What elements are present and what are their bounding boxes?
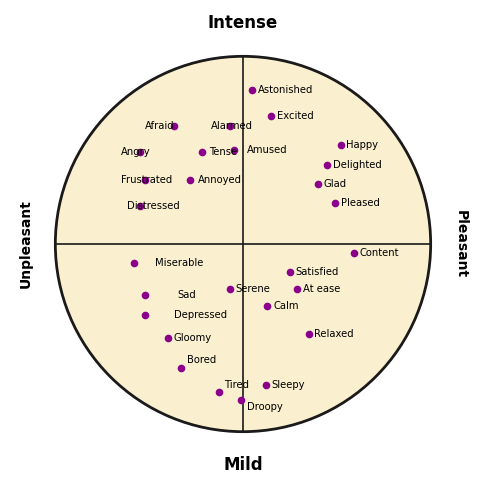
Text: Bored: Bored: [187, 355, 216, 366]
Text: Sleepy: Sleepy: [271, 380, 305, 390]
Text: Serene: Serene: [236, 284, 270, 294]
Text: At ease: At ease: [303, 284, 340, 294]
Text: Intense: Intense: [208, 14, 278, 32]
Text: Sad: Sad: [177, 290, 196, 300]
Text: Tense: Tense: [209, 147, 237, 157]
Text: Astonished: Astonished: [258, 85, 313, 95]
Text: Miserable: Miserable: [155, 258, 203, 268]
Text: Droopy: Droopy: [247, 402, 282, 412]
Text: Relaxed: Relaxed: [314, 329, 354, 339]
Text: Unpleasant: Unpleasant: [18, 200, 32, 288]
Text: Gloomy: Gloomy: [174, 333, 212, 343]
Text: Tired: Tired: [224, 380, 249, 390]
Text: Excited: Excited: [277, 111, 313, 122]
Text: Happy: Happy: [346, 140, 378, 149]
Text: Depressed: Depressed: [174, 310, 226, 320]
Text: Alarmed: Alarmed: [211, 121, 253, 131]
Text: Delighted: Delighted: [333, 160, 382, 170]
Text: Pleased: Pleased: [341, 198, 380, 208]
Text: Afraid: Afraid: [145, 121, 175, 131]
Text: Frustrated: Frustrated: [121, 175, 172, 185]
Text: Annoyed: Annoyed: [198, 175, 242, 185]
Text: Angry: Angry: [121, 147, 151, 157]
Circle shape: [55, 56, 431, 432]
Text: Glad: Glad: [324, 179, 347, 189]
Text: Pleasant: Pleasant: [454, 210, 468, 278]
Text: Distressed: Distressed: [127, 202, 179, 211]
Text: Content: Content: [359, 248, 399, 258]
Text: Calm: Calm: [273, 301, 298, 311]
Text: Mild: Mild: [223, 456, 263, 474]
Text: Satisfied: Satisfied: [295, 267, 339, 277]
Text: Amused: Amused: [247, 145, 287, 155]
